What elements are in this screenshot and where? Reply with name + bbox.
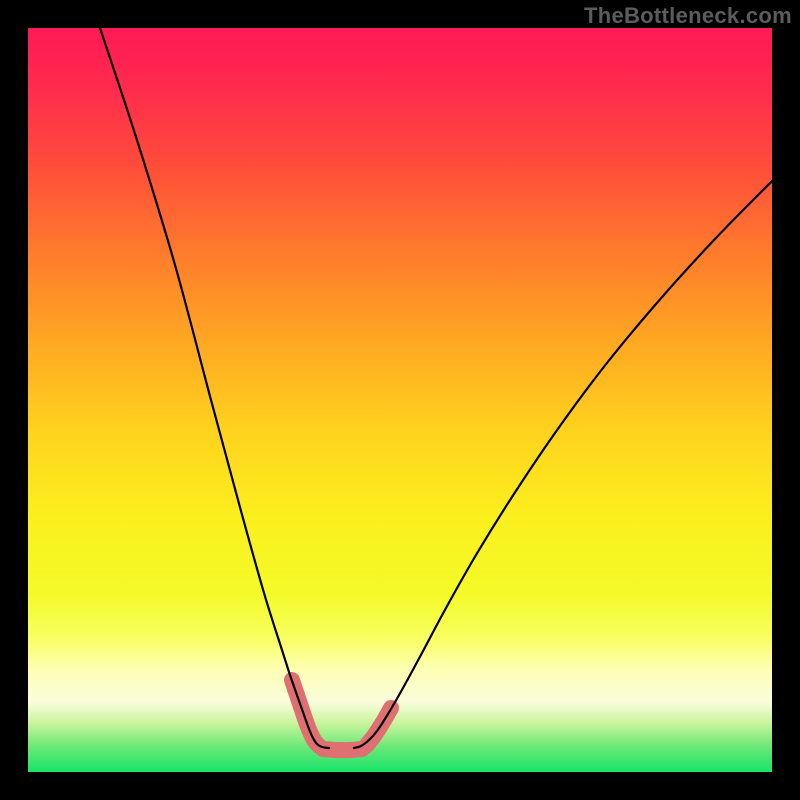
chart-frame: TheBottleneck.com bbox=[0, 0, 800, 800]
highlight-segment-1 bbox=[323, 749, 362, 750]
bottleneck-chart-svg bbox=[0, 0, 800, 800]
plot-background bbox=[28, 28, 772, 772]
watermark-text: TheBottleneck.com bbox=[584, 3, 792, 29]
